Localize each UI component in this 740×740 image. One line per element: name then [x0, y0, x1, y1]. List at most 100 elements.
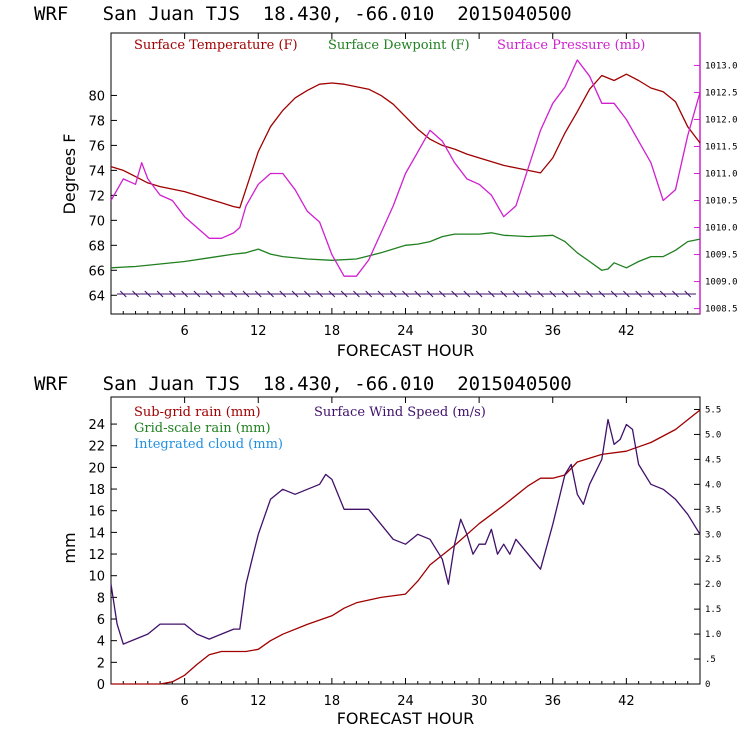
wind-barb — [365, 290, 373, 298]
x-tick-label: 6 — [180, 324, 188, 339]
series-line — [110, 418, 701, 645]
y-tick-label: 20 — [88, 461, 105, 476]
y2-tick-label: 1.0 — [705, 630, 721, 640]
y2-tick-label: 1013.0 — [705, 61, 738, 71]
x-tick-label: 24 — [397, 324, 414, 339]
y2-tick-label: 1009.0 — [705, 278, 738, 288]
legend-entry: Surface Pressure (mb) — [497, 38, 645, 53]
y2-tick-label: 4.5 — [705, 455, 721, 465]
y2-tick-label: 5.5 — [705, 405, 721, 415]
x-tick-label: 24 — [397, 694, 414, 709]
x-tick-label: 30 — [471, 694, 488, 709]
wind-barb — [119, 290, 127, 298]
wind-barb — [132, 290, 139, 298]
wind-barb — [598, 290, 606, 298]
y-tick-label: 64 — [88, 289, 105, 304]
wind-barb — [586, 290, 593, 298]
chart-title: WRF San Juan TJS 18.430, -66.010 2015040… — [34, 373, 572, 395]
wind-barb — [672, 290, 679, 298]
wind-barb — [426, 290, 434, 298]
y-tick-label: 24 — [88, 418, 105, 433]
wind-barb — [267, 290, 274, 298]
y-tick-label: 10 — [88, 570, 105, 585]
wind-barb — [463, 290, 471, 298]
x-axis-label: FORECAST HOUR — [337, 341, 475, 360]
wind-barb — [291, 290, 299, 298]
series-line — [110, 59, 701, 277]
chart-title: WRF San Juan TJS 18.430, -66.010 2015040… — [34, 3, 572, 25]
y2-tick-label: 1010.0 — [705, 224, 738, 234]
wind-barb — [205, 290, 213, 298]
y2-tick-label: 1010.5 — [705, 197, 738, 207]
wind-barb — [218, 290, 225, 298]
y-tick-label: 8 — [97, 591, 105, 606]
y2-tick-label: .5 — [705, 655, 716, 665]
legend-entry: Surface Dewpoint (F) — [328, 38, 470, 53]
x-tick-label: 12 — [250, 324, 267, 339]
x-tick-label: 42 — [618, 324, 635, 339]
wind-barb — [438, 290, 446, 298]
wind-barb — [316, 290, 323, 298]
series-line — [110, 73, 701, 209]
wind-barb — [635, 290, 642, 298]
wind-barb — [488, 290, 495, 298]
x-axis-label: FORECAST HOUR — [337, 709, 475, 728]
y2-tick-label: 1011.5 — [705, 142, 738, 152]
wind-barb — [537, 290, 544, 298]
wind-barb — [303, 290, 311, 298]
x-tick-label: 18 — [324, 324, 341, 339]
wind-barb — [414, 290, 422, 298]
y-axis-label: mm — [60, 532, 79, 563]
wind-barb — [561, 290, 569, 298]
y-tick-label: 22 — [88, 440, 105, 455]
wind-barb — [328, 290, 336, 298]
wind-barb — [610, 290, 618, 298]
y-tick-label: 70 — [88, 214, 105, 229]
wind-barb — [230, 290, 238, 298]
wind-barb — [193, 290, 201, 298]
x-tick-label: 36 — [544, 694, 561, 709]
y2-tick-label: 4.0 — [705, 480, 721, 490]
y2-tick-label: 2.5 — [705, 555, 721, 565]
series-line — [110, 232, 701, 271]
wind-barb — [659, 290, 667, 298]
wind-barb — [156, 290, 164, 298]
y2-tick-label: 1011.0 — [705, 170, 738, 180]
wind-barb — [500, 290, 508, 298]
y-tick-label: 16 — [88, 505, 105, 520]
y2-tick-label: 1008.5 — [705, 305, 738, 315]
y-tick-label: 6 — [97, 613, 105, 628]
y-tick-label: 0 — [97, 678, 105, 693]
wind-barb — [623, 290, 630, 298]
x-tick-label: 42 — [618, 694, 635, 709]
y-tick-label: 12 — [88, 548, 105, 563]
legend-entry: Integrated cloud (mm) — [134, 437, 283, 452]
wind-barb — [475, 290, 483, 298]
legend-entry: Surface Wind Speed (m/s) — [314, 405, 486, 420]
x-tick-label: 6 — [180, 694, 188, 709]
wind-barb — [169, 290, 176, 298]
wind-barb — [647, 290, 655, 298]
wind-barb — [254, 290, 262, 298]
y2-tick-label: 1009.5 — [705, 251, 738, 261]
series-line — [111, 409, 701, 685]
wind-barb — [573, 290, 581, 298]
legend-entry: Surface Temperature (F) — [134, 38, 298, 53]
wind-barb — [512, 290, 520, 298]
wind-barb — [144, 290, 152, 298]
wind-barb — [377, 290, 385, 298]
wind-barb — [524, 290, 532, 298]
y2-tick-label: 5.0 — [705, 430, 721, 440]
wind-barb — [684, 290, 692, 298]
y-tick-label: 74 — [88, 164, 105, 179]
y2-tick-label: 1012.0 — [705, 115, 738, 125]
wind-barb — [389, 290, 397, 298]
y-axis-label: Degrees F — [60, 134, 79, 215]
x-tick-label: 12 — [250, 694, 267, 709]
y-tick-label: 4 — [97, 635, 105, 650]
wind-barb — [181, 290, 188, 298]
y2-tick-label: 1.5 — [705, 605, 721, 615]
wind-barb — [451, 290, 458, 298]
legend-entry: Grid-scale rain (mm) — [134, 421, 271, 436]
